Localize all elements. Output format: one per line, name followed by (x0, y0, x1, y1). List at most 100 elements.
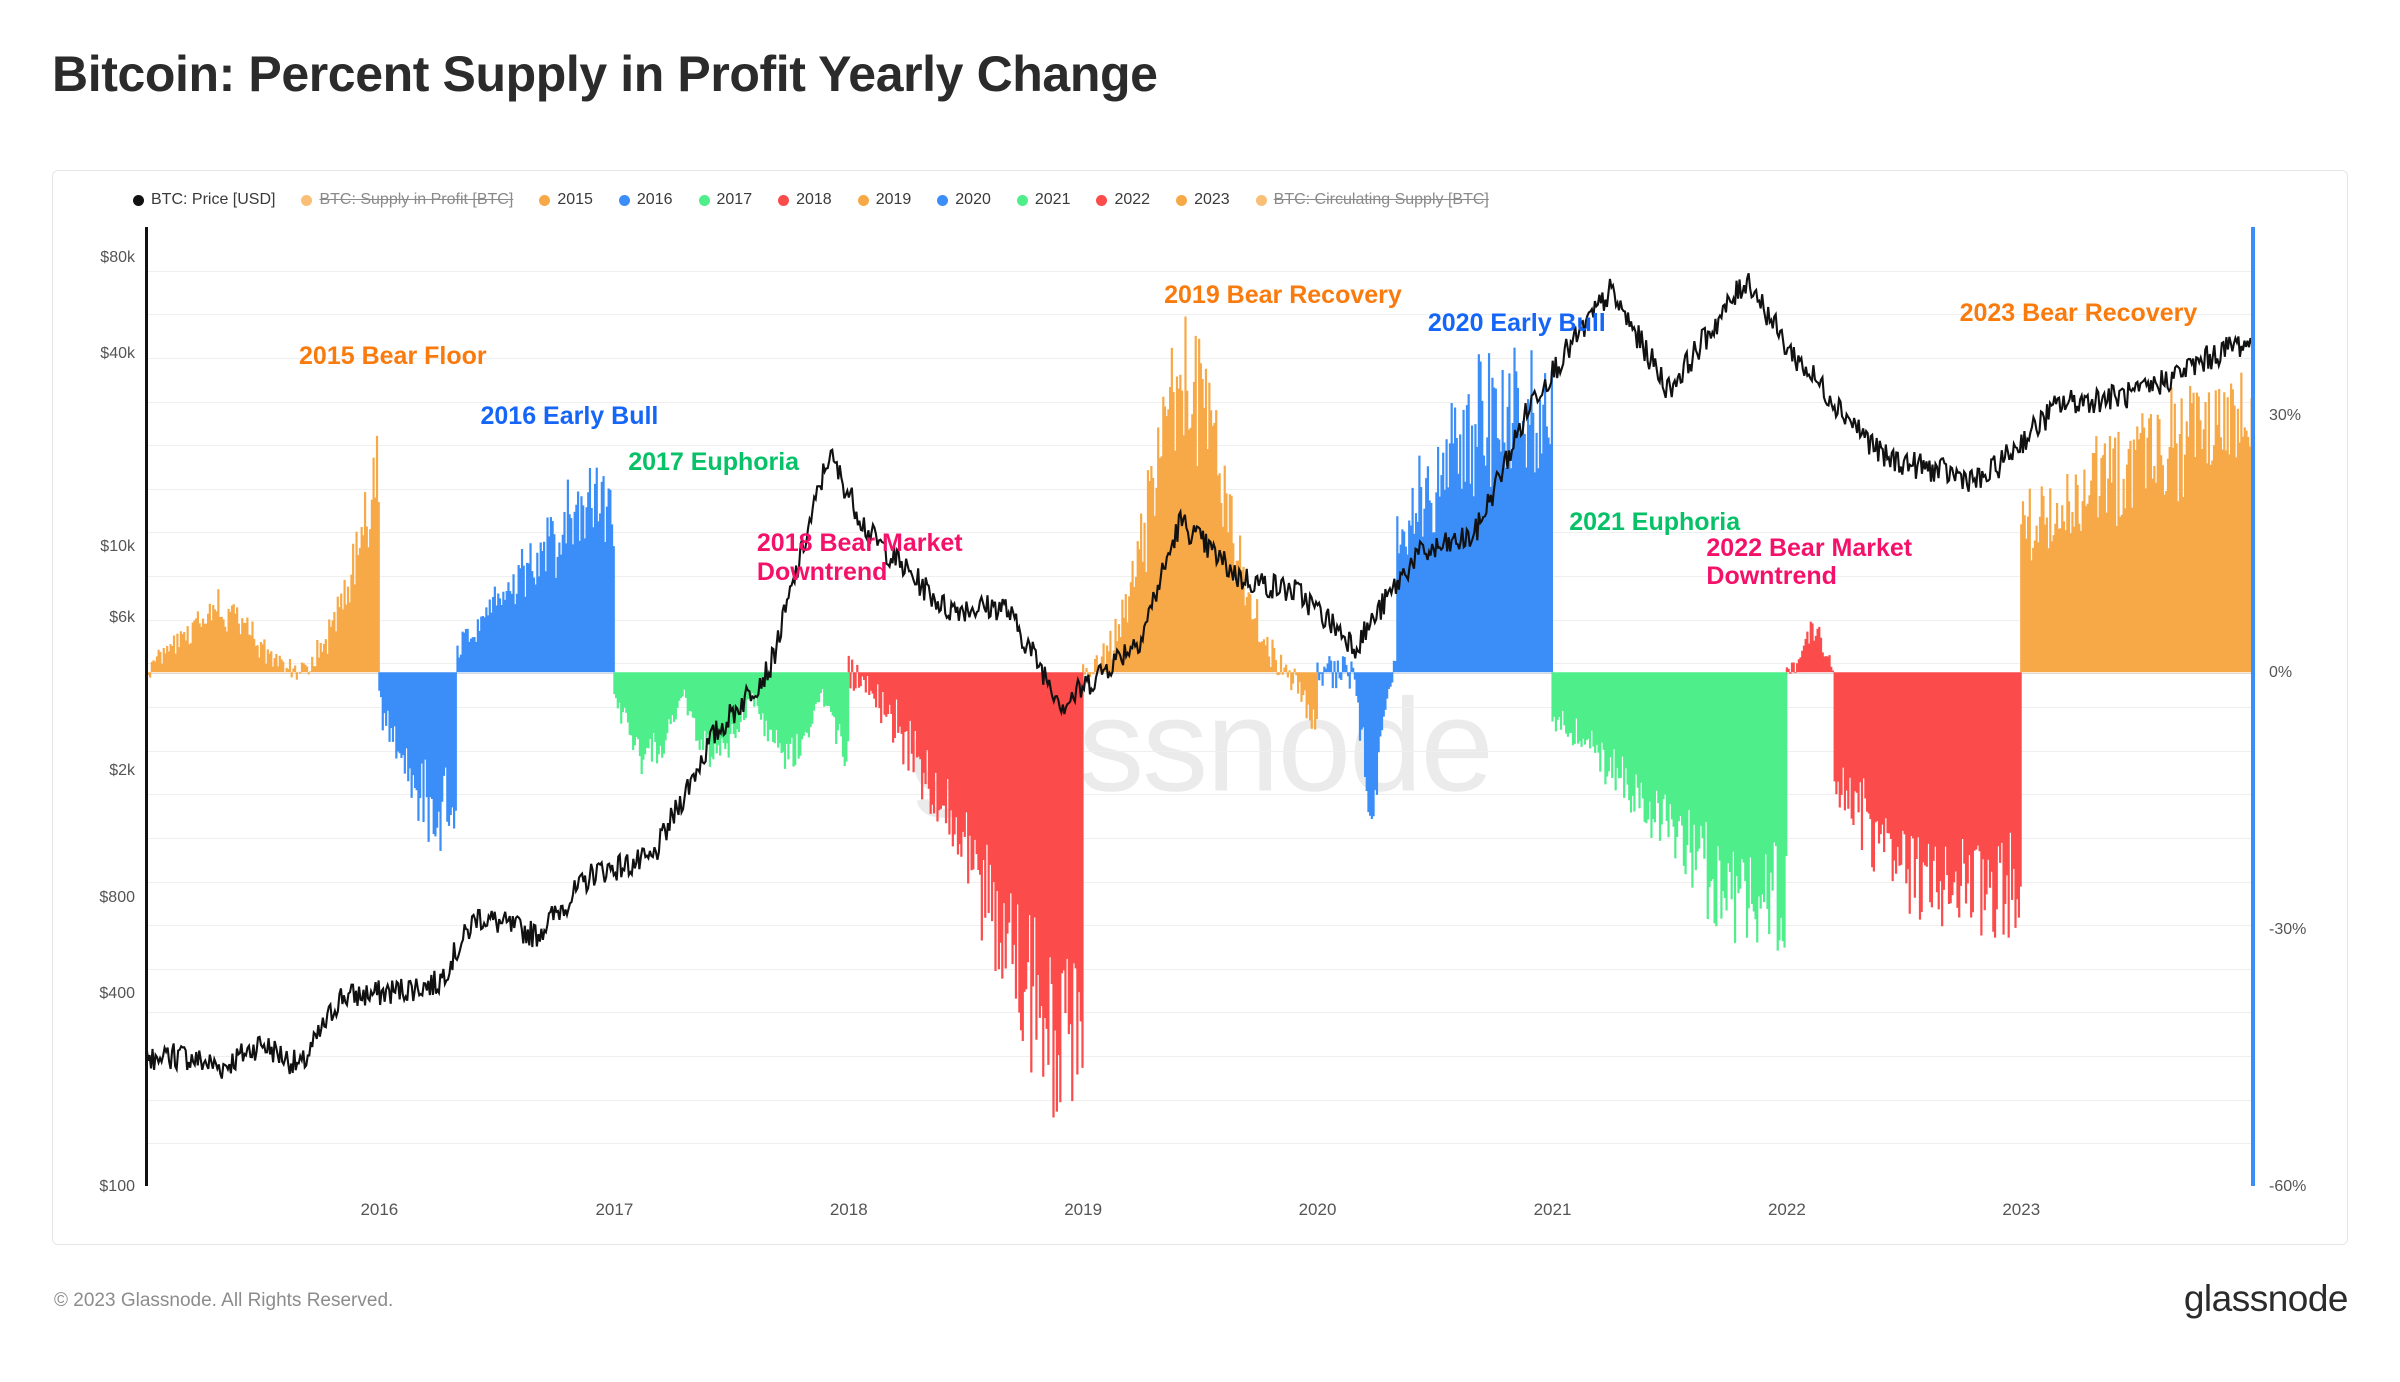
y-axis-right-line (2251, 227, 2255, 1186)
y-axis-right-tick: -60% (2269, 1178, 2307, 1195)
chart-annotation-2017-euphoria: 2017 Euphoria (628, 447, 800, 476)
legend-item-btc-supply-in-profit-btc[interactable]: BTC: Supply in Profit [BTC] (301, 192, 513, 208)
y-axis-left-tick: $40k (100, 345, 135, 363)
gridline (148, 1143, 2251, 1145)
zero-line (148, 672, 2251, 674)
bar-series-2021 (1553, 672, 1787, 950)
y-axis-right-tick: -30% (2269, 920, 2307, 938)
plot-area[interactable]: glassnode 2015 Bear Floor 2016 Early Bull… (145, 227, 2255, 1186)
legend-swatch-icon (301, 194, 313, 206)
y-axis-right-labels: 30% 0% -30% -60% (2255, 227, 2347, 1244)
legend-swatch-icon (1176, 194, 1188, 206)
gridline (148, 925, 2251, 927)
legend-item-2021[interactable]: 2021 (1016, 191, 1071, 208)
bar-series-2019 (1083, 316, 1317, 729)
gridline (148, 881, 2251, 883)
legend-swatch-icon (1255, 194, 1267, 206)
legend-swatch-icon (778, 194, 790, 206)
legend-item-2019[interactable]: 2019 (857, 191, 912, 208)
gridline (148, 1012, 2251, 1014)
page-title: Bitcoin: Percent Supply in Profit Yearly… (52, 46, 1158, 102)
chart-annotation-2015-bear-floor: 2015 Bear Floor (299, 342, 487, 371)
legend-item-2022[interactable]: 2022 (1096, 192, 1150, 208)
y-axis-left-tick: $800 (99, 889, 135, 906)
legend-item-2023[interactable]: 2023 (1176, 192, 1230, 208)
legend-item-label: 2018 (796, 191, 832, 208)
bar-series-2022 (1787, 622, 2021, 938)
footer-copyright: © 2023 Glassnode. All Rights Reserved. (54, 1290, 394, 1311)
x-axis-tick: 2018 (829, 1200, 868, 1219)
legend-item-label: 2019 (875, 191, 912, 208)
y-axis-left-line (145, 227, 148, 1186)
legend-item-2015[interactable]: 2015 (539, 192, 593, 208)
gridline (148, 707, 2251, 708)
bar-series-2016 (379, 468, 613, 851)
legend-item-label: BTC: Supply in Profit [BTC] (319, 191, 514, 208)
gridline (148, 314, 2251, 316)
legend-item-2018[interactable]: 2018 (778, 192, 832, 208)
chart-series-canvas (145, 227, 2255, 1186)
y-axis-left-tick: $80k (100, 249, 135, 266)
chart-annotation-2023-bear-recovery: 2023 Bear Recovery (1959, 298, 2198, 327)
gridline (148, 968, 2251, 970)
x-axis-tick: 2021 (1533, 1200, 1572, 1219)
legend-item-label: 2017 (716, 191, 753, 208)
y-axis-left-tick: $400 (99, 985, 135, 1003)
x-axis-tick: 2017 (595, 1200, 634, 1219)
legend-item-btc-price-usd[interactable]: BTC: Price [USD] (133, 192, 275, 208)
bar-series-2020 (1318, 348, 1552, 819)
gridline (148, 794, 2251, 796)
legend-item-label: 2022 (1114, 191, 1151, 208)
gridline (148, 270, 2251, 272)
legend-swatch-icon (937, 194, 949, 206)
legend-swatch-icon (857, 194, 869, 206)
x-axis-tick: 2022 (1767, 1200, 1806, 1219)
x-axis-labels: 2016 2017 2018 2019 2020 2021 2022 2023 (145, 1186, 2255, 1244)
gridline (148, 1056, 2251, 1058)
plot-area-wrapper: $80k $40k $10k $6k $2k $800 $400 $100 30% 0% -30%… (53, 227, 2347, 1244)
legend-swatch-icon (1096, 194, 1108, 206)
y-axis-left-tick: $2k (109, 761, 135, 779)
legend-item-label: BTC: Circulating Supply [BTC] (1273, 191, 1489, 208)
chart-annotation-2021-euphoria: 2021 Euphoria (1569, 507, 1741, 536)
price-line-series (145, 273, 2255, 1078)
chart-annotation-2020-early-bull: 2020 Early Bull (1427, 309, 1606, 338)
y-axis-left-tick: $6k (109, 608, 135, 626)
y-axis-right-tick: 30% (2269, 406, 2302, 424)
chart-annotation-2016-early-bull: 2016 Early Bull (480, 401, 659, 430)
legend-item-label: 2021 (1034, 191, 1071, 208)
bar-series-2018 (849, 656, 1083, 1118)
y-axis-left-tick: $100 (99, 1178, 135, 1195)
gridline (148, 750, 2251, 752)
legend-item-2020[interactable]: 2020 (937, 192, 991, 208)
y-axis-left-tick: $10k (100, 538, 135, 555)
legend-item-label: BTC: Price [USD] (151, 191, 276, 208)
bar-series-2023 (2021, 373, 2255, 673)
footer-brand-logo: glassnode (2183, 1278, 2349, 1319)
chart-card: BTC: Price [USD] BTC: Supply in Profit [B… (52, 170, 2348, 1245)
legend-item-2016[interactable]: 2016 (618, 191, 673, 208)
legend-item-2017[interactable]: 2017 (698, 191, 753, 208)
bar-series-2015 (145, 436, 379, 680)
y-axis-left-labels: $80k $40k $10k $6k $2k $800 $400 $100 (53, 227, 145, 1244)
gridline (148, 1099, 2251, 1101)
y-axis-right-tick: 0% (2269, 663, 2293, 681)
legend-swatch-icon (698, 194, 710, 206)
legend-item-label: 2015 (557, 191, 593, 208)
x-axis-tick: 2019 (1064, 1200, 1103, 1219)
gridline (148, 837, 2251, 839)
x-axis-tick: 2016 (360, 1200, 399, 1219)
chart-annotation-2019-bear-recovery: 2019 Bear Recovery (1164, 280, 1402, 309)
legend-item-label: 2016 (636, 191, 673, 208)
legend-swatch-icon (618, 194, 630, 206)
legend-item-btc-circulating-supply-btc[interactable]: BTC: Circulating Supply [BTC] (1255, 191, 1489, 208)
x-axis-tick: 2020 (1298, 1200, 1337, 1219)
legend-swatch-icon (1016, 194, 1028, 206)
chart-annotation-2022-bear-market: 2022 Bear Market Downtrend (1706, 533, 1913, 591)
chart-legend[interactable]: BTC: Price [USD] BTC: Supply in Profit [B… (133, 188, 1489, 212)
legend-swatch-icon (539, 194, 551, 206)
legend-item-label: 2023 (1194, 191, 1230, 208)
legend-swatch-icon (133, 194, 144, 206)
x-axis-tick: 2023 (2002, 1200, 2041, 1219)
